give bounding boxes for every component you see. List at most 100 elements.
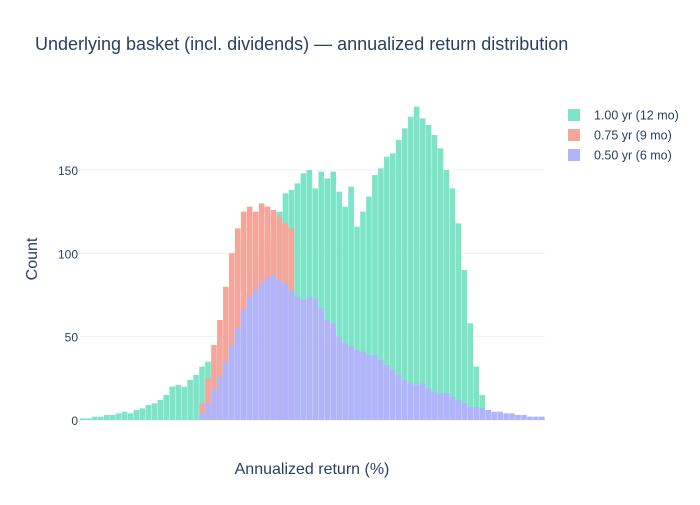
histogram-bar <box>443 393 450 420</box>
y-tick-label: 100 <box>58 247 78 261</box>
histogram-bar <box>127 413 134 420</box>
legend-item[interactable]: 0.50 yr (6 mo) <box>568 149 672 163</box>
histogram-bar <box>342 343 348 420</box>
histogram-bar <box>413 106 420 421</box>
histogram-bar <box>348 186 354 420</box>
histogram-bar <box>407 383 414 420</box>
histogram-bar <box>336 191 342 420</box>
histogram-bar <box>378 168 384 420</box>
histogram-bar <box>360 351 366 420</box>
chart-title: Underlying basket (incl. dividends) — an… <box>35 34 568 54</box>
histogram-bar <box>461 270 468 420</box>
histogram-bar <box>306 170 313 420</box>
histogram-bar <box>181 386 187 420</box>
histogram-bar <box>354 226 360 420</box>
histogram-bar <box>235 328 241 420</box>
histogram-bar <box>252 290 259 420</box>
y-axis-label: Count <box>24 237 41 280</box>
histogram-bar <box>211 345 217 420</box>
y-tick-label: 150 <box>58 164 78 178</box>
histogram-bar <box>115 413 122 420</box>
histogram-bar <box>223 361 229 420</box>
histogram-bar <box>330 171 336 420</box>
histogram-bar <box>395 375 402 420</box>
histogram-bar <box>163 395 170 420</box>
histogram-bar <box>354 350 360 420</box>
histogram-bar <box>372 355 378 420</box>
histogram-bar <box>390 370 396 420</box>
histogram-bar <box>390 153 396 421</box>
legend-item[interactable]: 0.75 yr (9 mo) <box>568 129 672 143</box>
histogram-bar <box>270 275 277 420</box>
histogram-bar <box>521 415 527 420</box>
histogram-bar <box>384 365 390 420</box>
histogram-bar <box>479 408 486 420</box>
legend-label: 1.00 yr (12 mo) <box>594 109 679 123</box>
histogram-bar <box>306 296 313 420</box>
x-axis-label: Annualized return (%) <box>235 461 390 478</box>
histogram-bar <box>455 223 462 420</box>
histogram-bar <box>437 148 444 421</box>
histogram-bar <box>425 125 432 420</box>
histogram-bar <box>318 171 325 420</box>
legend-label: 0.75 yr (9 mo) <box>594 129 672 143</box>
histogram-bar <box>425 388 432 420</box>
axes: 0 50 100 150 <box>58 164 78 428</box>
histogram-bar <box>336 336 342 420</box>
histogram-bar <box>431 391 438 420</box>
legend[interactable]: 1.00 yr (12 mo) 0.75 yr (9 mo) 0.50 yr (6 … <box>568 109 679 163</box>
histogram-bar <box>300 300 307 420</box>
histogram-bar <box>288 290 295 420</box>
histogram-bar <box>366 355 372 420</box>
histogram-bar <box>205 378 211 420</box>
histogram-bar <box>187 380 193 420</box>
histogram-bar <box>217 320 223 420</box>
histogram-bar <box>282 283 289 420</box>
histogram-bar <box>211 390 217 420</box>
histogram-bar <box>527 416 533 420</box>
histogram-bar <box>324 320 331 420</box>
histogram-bar <box>437 393 444 420</box>
histogram-bar <box>217 376 223 420</box>
histogram-bar <box>264 278 271 420</box>
histogram-bar <box>229 345 235 420</box>
histogram-bar <box>473 406 480 420</box>
histogram-bar <box>378 360 384 420</box>
histogram-bar <box>533 416 539 420</box>
histogram-bar <box>473 366 480 420</box>
histogram-bar <box>419 383 426 420</box>
histogram-bar <box>330 323 336 420</box>
histogram-bar <box>479 395 486 420</box>
histogram-bar <box>91 416 98 420</box>
legend-label: 0.50 yr (6 mo) <box>594 149 672 163</box>
histogram-bar <box>401 380 408 420</box>
histogram-bar <box>300 173 307 420</box>
legend-item[interactable]: 1.00 yr (12 mo) <box>568 109 679 123</box>
histogram-bar <box>157 400 164 420</box>
histogram-bar <box>133 410 140 420</box>
histogram-bar <box>193 375 199 420</box>
histogram-bar <box>240 310 247 420</box>
histogram-bar <box>360 211 366 420</box>
histogram-bar <box>366 196 372 420</box>
series-bars <box>80 106 497 421</box>
histogram-bar <box>443 170 450 420</box>
histogram-bar <box>324 178 331 420</box>
series-bars <box>199 275 545 420</box>
histogram-bar <box>509 413 515 420</box>
y-tick-label: 50 <box>65 331 79 345</box>
histogram-bar <box>235 228 241 420</box>
histogram-bar <box>97 416 104 420</box>
histogram-bar <box>395 140 402 420</box>
legend-swatch <box>568 149 580 161</box>
histogram-bar <box>539 416 545 420</box>
histogram-bar <box>85 418 92 420</box>
histogram-bar <box>419 118 426 420</box>
histogram-bar <box>80 418 86 420</box>
histogram-bar <box>223 286 229 420</box>
histogram-bar <box>461 403 468 420</box>
histogram-bar <box>199 413 205 420</box>
histogram-bar <box>145 405 152 420</box>
